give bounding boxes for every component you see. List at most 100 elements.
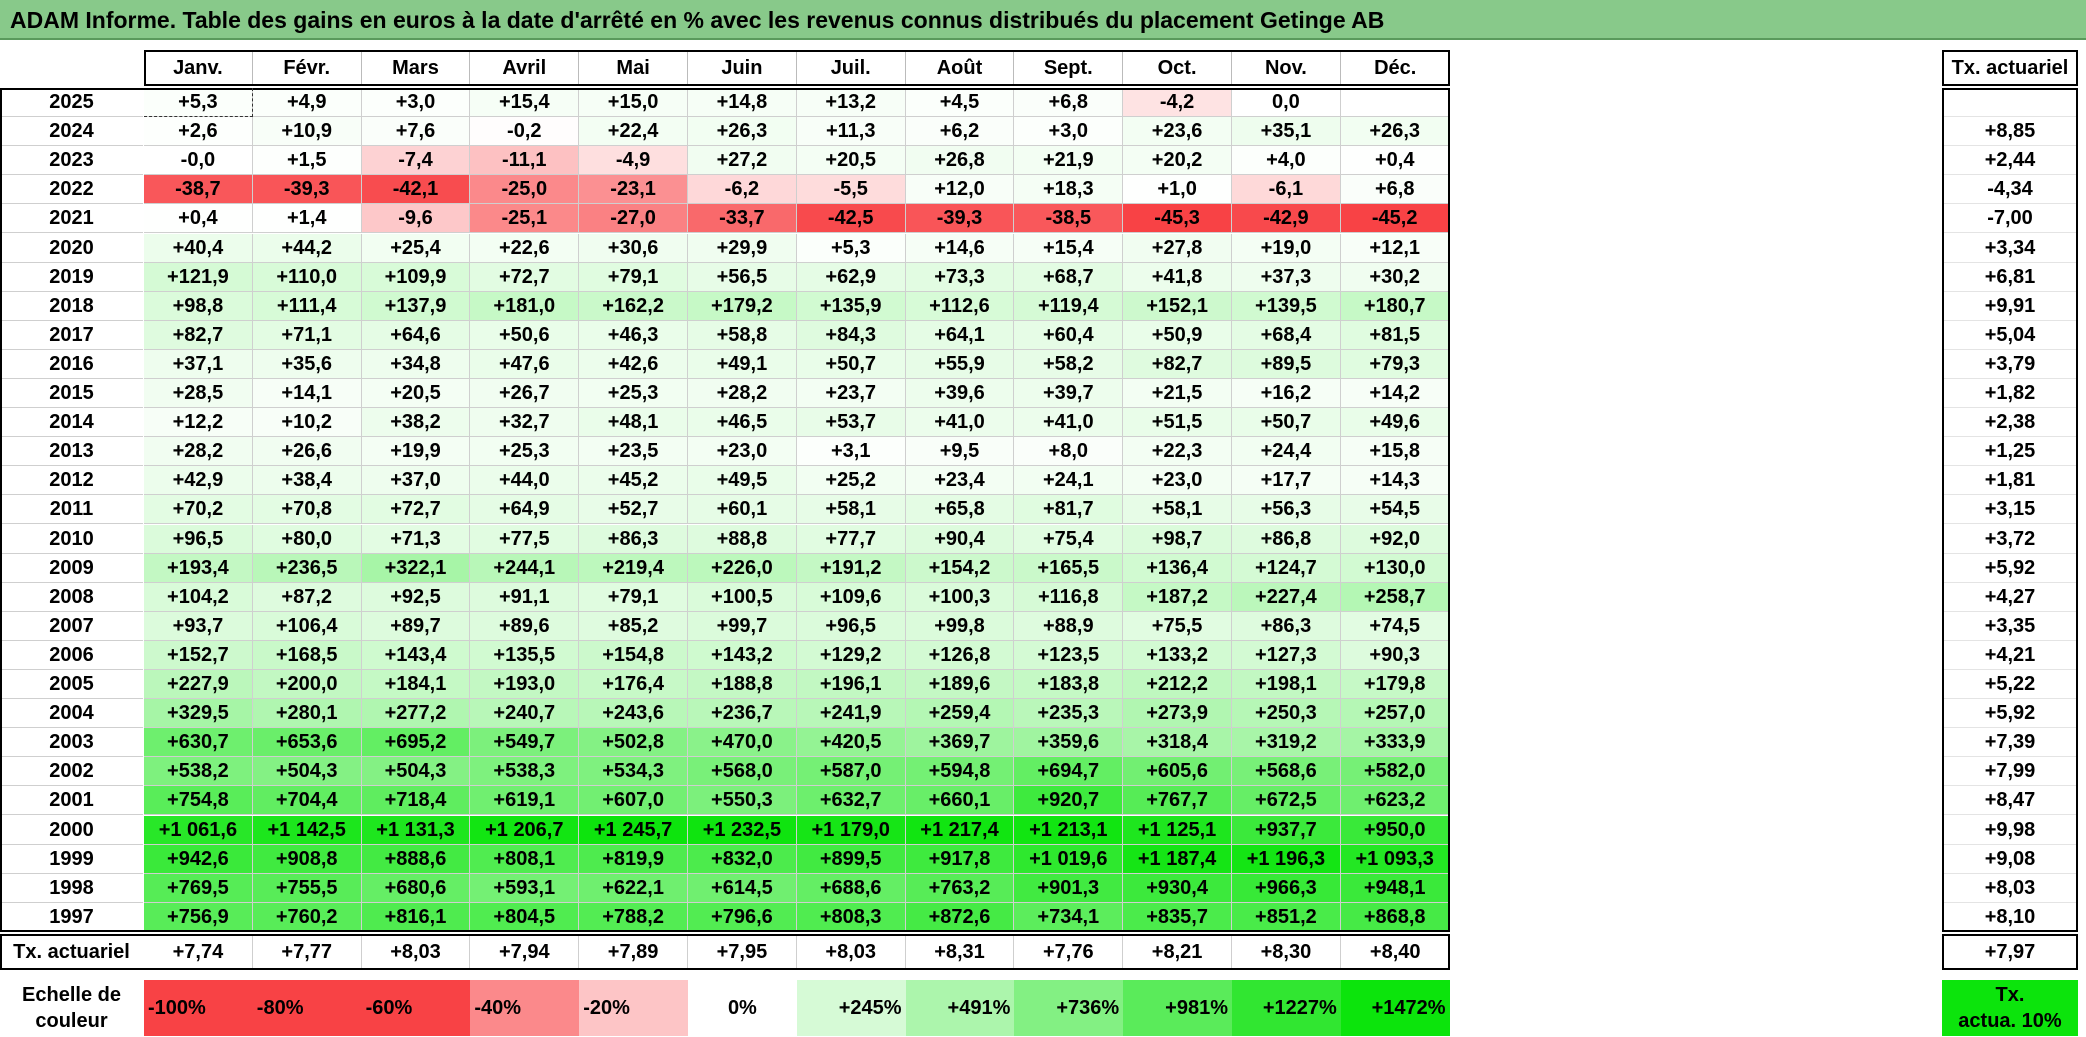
table-cell: +4,0	[1232, 146, 1341, 176]
table-cell: +40,4	[144, 233, 253, 263]
table-cell: +502,8	[579, 728, 688, 758]
table-cell: +82,7	[1123, 349, 1232, 379]
rate-cell: +3,72	[1942, 525, 2078, 554]
table-cell: +136,4	[1123, 553, 1232, 583]
table-cell: +183,8	[1014, 670, 1124, 700]
table-cell: +106,4	[252, 611, 362, 641]
rate-cell: -4,34	[1942, 175, 2078, 205]
table-cell: +632,7	[796, 786, 906, 816]
table-cell: +56,3	[1232, 495, 1341, 525]
year-label: 2020	[0, 234, 143, 263]
table-cell: +950,0	[1340, 815, 1450, 845]
table-cell: +137,9	[361, 291, 471, 321]
summary-cell: +7,76	[1014, 933, 1124, 970]
table-cell: +23,0	[1123, 466, 1232, 496]
table-cell: +1 125,1	[1123, 815, 1232, 845]
year-label: 2021	[0, 204, 143, 234]
table-cell: +3,0	[361, 88, 471, 118]
table-cell: +359,6	[1014, 728, 1124, 758]
table-cell: +165,5	[1014, 553, 1124, 583]
table-cell: +28,2	[688, 379, 797, 409]
table-cell: +49,6	[1340, 408, 1450, 438]
table-cell: +19,9	[361, 437, 471, 467]
table-cell: +28,2	[144, 437, 253, 467]
table-cell: +605,6	[1123, 757, 1232, 787]
table-cell: -38,7	[144, 175, 253, 205]
table-cell: +17,7	[1232, 466, 1341, 496]
summary-cell: +8,03	[797, 933, 906, 970]
table-cell: +88,8	[688, 524, 797, 554]
table-cell: +6,8	[1340, 175, 1450, 205]
table-cell: +5,3	[144, 88, 253, 118]
table-cell: +769,5	[144, 873, 253, 903]
table-cell: +241,9	[796, 699, 906, 729]
table-cell: +1 187,4	[1123, 844, 1232, 874]
table-cell: +79,3	[1340, 349, 1450, 379]
table-cell: +60,1	[688, 495, 797, 525]
table-cell: +19,0	[1232, 233, 1341, 263]
table-cell: +755,5	[252, 873, 362, 903]
table-cell: +319,2	[1232, 728, 1341, 758]
table-cell: +70,2	[144, 495, 253, 525]
scale-step: -80%	[252, 980, 362, 1036]
table-cell: +568,6	[1232, 757, 1341, 787]
table-cell: +2,6	[144, 117, 253, 147]
rate-cell: +1,25	[1942, 437, 2078, 467]
table-cell: +139,5	[1232, 291, 1341, 321]
table-cell: +88,9	[1014, 611, 1124, 641]
table-cell: +64,6	[361, 320, 471, 350]
month-header: Févr.	[253, 50, 362, 86]
table-cell: +196,1	[796, 670, 906, 700]
table-cell: -45,3	[1123, 204, 1232, 234]
table-cell: -25,0	[470, 175, 580, 205]
table-cell: +15,4	[1014, 233, 1124, 263]
table-cell: +26,8	[905, 146, 1015, 176]
summary-cell: +7,77	[253, 933, 362, 970]
rate-cell: +9,91	[1942, 292, 2078, 321]
table-cell: +767,7	[1123, 786, 1232, 816]
table-cell: +1 232,5	[688, 815, 797, 845]
year-label: 2014	[0, 408, 143, 438]
rate-cell: +9,98	[1942, 816, 2078, 845]
summary-cell: +8,31	[906, 933, 1015, 970]
table-cell: +243,6	[579, 699, 688, 729]
table-cell: +695,2	[361, 728, 471, 758]
table-cell: +200,0	[252, 670, 362, 700]
table-cell: +10,2	[252, 408, 362, 438]
table-cell: +808,3	[796, 902, 906, 932]
rate-cell: +8,10	[1942, 903, 2078, 932]
table-cell: +23,0	[688, 437, 797, 467]
rate-cell: +3,34	[1942, 234, 2078, 263]
table-cell: +322,1	[361, 553, 471, 583]
table-cell: +193,4	[144, 553, 253, 583]
table-cell: +760,2	[252, 902, 362, 932]
table-cell: +8,0	[1014, 437, 1124, 467]
table-cell: +51,5	[1123, 408, 1232, 438]
table-cell: +89,6	[470, 611, 580, 641]
table-cell: +24,4	[1232, 437, 1341, 467]
table-cell: +1,0	[1123, 175, 1232, 205]
table-cell: +901,3	[1014, 873, 1124, 903]
table-cell: +27,8	[1123, 233, 1232, 263]
scale-step: +736%	[1014, 980, 1124, 1036]
table-cell: +14,6	[905, 233, 1015, 263]
table-cell: +123,5	[1014, 640, 1124, 670]
table-cell: +110,0	[252, 262, 362, 292]
table-cell: +189,6	[905, 670, 1015, 700]
table-cell: +116,8	[1014, 582, 1124, 612]
rate-cell: +8,85	[1942, 117, 2078, 147]
rate-cell: +4,21	[1942, 641, 2078, 670]
table-cell: +227,9	[144, 670, 253, 700]
table-cell: +6,2	[905, 117, 1015, 147]
table-cell: +549,7	[470, 728, 580, 758]
table-cell: +630,7	[144, 728, 253, 758]
table-cell: +835,7	[1123, 902, 1232, 932]
month-header: Janv.	[144, 50, 253, 86]
table-cell: +26,3	[688, 117, 797, 147]
table-cell: +920,7	[1014, 786, 1124, 816]
table-cell: +3,0	[1014, 117, 1124, 147]
table-cell: +808,1	[470, 844, 580, 874]
table-cell: 0,0	[1232, 88, 1341, 118]
table-cell: +80,0	[252, 524, 362, 554]
table-cell: +38,4	[252, 466, 362, 496]
